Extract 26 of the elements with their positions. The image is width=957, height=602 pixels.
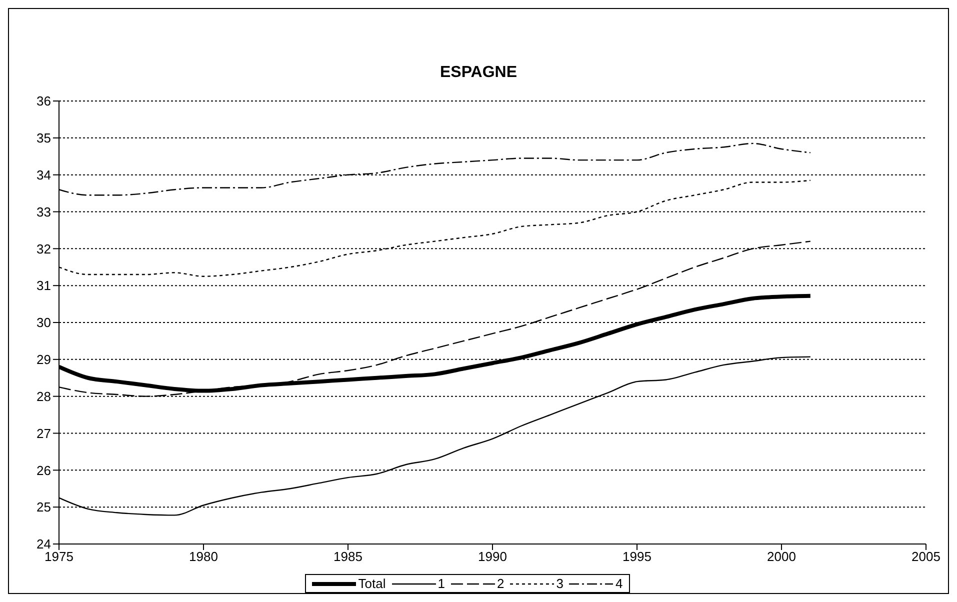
legend-label: 1 — [438, 576, 445, 591]
x-tick-label: 1985 — [334, 549, 362, 564]
x-tick-label: 2005 — [912, 549, 940, 564]
y-tick-label: 29 — [36, 352, 51, 368]
x-tick-label: 2000 — [767, 549, 796, 564]
y-tick-label: 25 — [36, 500, 51, 515]
y-tick-label: 36 — [36, 94, 51, 109]
y-tick-label: 33 — [36, 204, 51, 220]
legend-label: 4 — [615, 576, 623, 591]
x-tick-label: 1975 — [44, 549, 74, 564]
y-tick-label: 34 — [36, 167, 51, 182]
y-tick-label: 31 — [36, 278, 51, 294]
y-tick-label: 27 — [36, 426, 51, 441]
y-tick-label: 28 — [36, 388, 51, 404]
legend-label: 3 — [556, 576, 564, 591]
legend-label: 2 — [497, 576, 504, 591]
y-tick-label: 24 — [36, 536, 51, 552]
x-tick-label: 1995 — [622, 549, 652, 564]
y-tick-label: 32 — [36, 241, 51, 256]
legend-label: Total — [358, 576, 386, 591]
x-tick-label: 1980 — [189, 549, 218, 564]
y-tick-label: 26 — [36, 462, 51, 478]
y-tick-label: 30 — [36, 315, 51, 330]
chart-title: ESPAGNE — [438, 64, 518, 82]
y-tick-label: 35 — [36, 130, 51, 146]
x-tick-label: 1990 — [478, 549, 507, 564]
